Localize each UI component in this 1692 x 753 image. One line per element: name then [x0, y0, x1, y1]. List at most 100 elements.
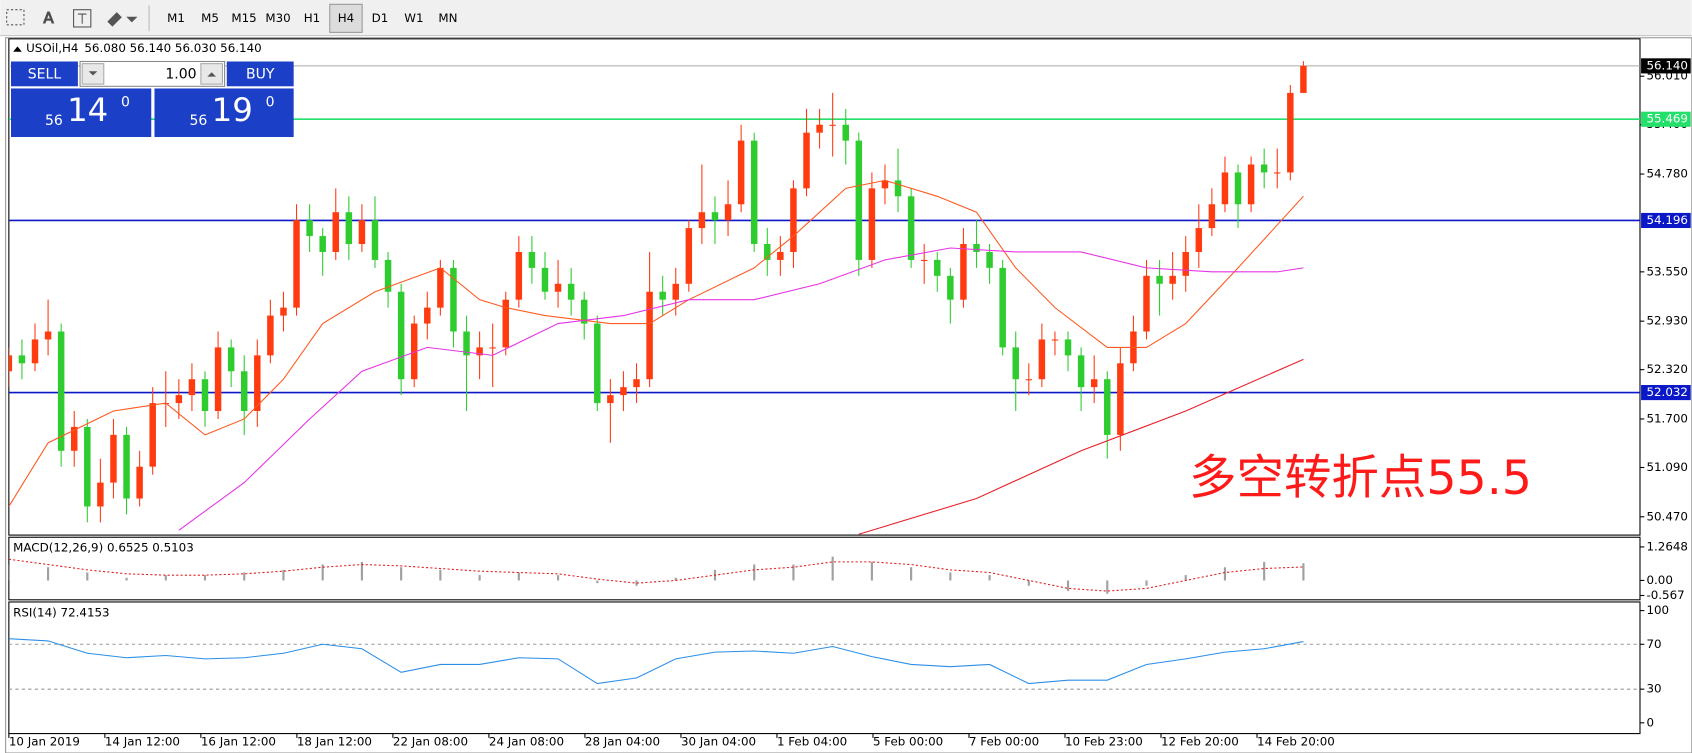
- y-tick-label: 52.320: [1646, 362, 1688, 376]
- level-label: 54.196: [1646, 213, 1688, 227]
- y-tick-label: 50.470: [1646, 509, 1688, 523]
- candle-body: [1104, 379, 1111, 435]
- rsi-title: RSI(14) 72.4153: [13, 605, 109, 619]
- candle-body: [476, 347, 483, 356]
- buy-label: BUY: [246, 66, 275, 82]
- rsi-tick-label: 30: [1646, 682, 1661, 696]
- annotation: 多空转折点55.5: [1189, 451, 1532, 506]
- candle-body: [254, 355, 261, 412]
- candle-body: [110, 434, 117, 483]
- sell-button[interactable]: [11, 61, 78, 87]
- candle-body: [358, 220, 366, 245]
- period-button[interactable]: M15: [231, 11, 256, 25]
- x-tick-label: 7 Feb 00:00: [969, 735, 1039, 749]
- candle-body: [554, 283, 562, 292]
- macd-tick-label: 1.2648: [1646, 539, 1688, 553]
- candle-body: [829, 124, 836, 126]
- candle-body: [620, 387, 627, 396]
- period-button[interactable]: H4: [338, 11, 354, 25]
- moving-average: [178, 247, 1304, 531]
- candle-body: [580, 299, 588, 324]
- candle-body: [1208, 204, 1216, 229]
- candle-body: [1195, 228, 1203, 252]
- header-symbol: USOil,H4: [26, 41, 78, 55]
- candle-body: [1287, 92, 1294, 173]
- y-tick-label: 51.090: [1646, 460, 1688, 474]
- period-active: [329, 3, 363, 33]
- bid-sup: 0: [121, 94, 130, 110]
- candle-body: [70, 426, 78, 451]
- moving-average: [8, 179, 1304, 507]
- macd-tick-label: 0.00: [1646, 573, 1672, 587]
- candle-body: [1064, 339, 1072, 356]
- level-label: 52.032: [1646, 385, 1688, 399]
- bid-box[interactable]: [11, 88, 152, 138]
- candle-body: [97, 482, 104, 507]
- x-tick-label: 12 Feb 20:00: [1161, 735, 1239, 749]
- candle-body: [450, 267, 457, 332]
- candle-body: [1025, 379, 1033, 381]
- candle-body: [633, 379, 640, 388]
- candle-body: [384, 259, 392, 292]
- x-tick-label: 30 Jan 04:00: [681, 735, 756, 749]
- candle-body: [84, 426, 91, 507]
- candle-body: [934, 259, 941, 276]
- candle-body: [397, 291, 405, 380]
- period-button[interactable]: W1: [404, 11, 423, 25]
- bid-main: 14: [67, 91, 108, 129]
- candle-body: [973, 244, 980, 252]
- level-tag: [1641, 385, 1691, 401]
- buy-button[interactable]: [226, 61, 294, 87]
- moving-average: [858, 358, 1304, 535]
- candle-body: [1156, 275, 1163, 284]
- x-tick-label: 22 Jan 08:00: [393, 735, 468, 749]
- macd-signal: [8, 558, 1304, 592]
- candle-body: [737, 140, 745, 205]
- candle-body: [1117, 363, 1124, 435]
- candle-body: [1247, 164, 1255, 205]
- x-tick-label: 10 Jan 2019: [9, 735, 80, 749]
- level-tag: [1641, 212, 1691, 229]
- rsi-panel: [8, 601, 1641, 735]
- period-button[interactable]: M5: [201, 11, 219, 25]
- candle-body: [541, 267, 549, 292]
- candle-body: [750, 140, 758, 245]
- candle-body: [123, 434, 130, 499]
- sell-label: SELL: [28, 66, 62, 82]
- candle-body: [214, 347, 222, 412]
- candle-body: [894, 180, 902, 197]
- period-button[interactable]: M30: [265, 11, 290, 25]
- candle-body: [1221, 172, 1229, 205]
- rsi-line: [8, 638, 1304, 685]
- period-button[interactable]: H1: [304, 11, 320, 25]
- x-tick-label: 18 Jan 12:00: [297, 735, 372, 749]
- period-button[interactable]: MN: [438, 11, 457, 25]
- trade-panel: SELL 1.00 BUY 56 14 0 56 19 0: [11, 60, 294, 138]
- x-tick-label: 24 Jan 08:00: [489, 735, 564, 749]
- candle-body: [306, 220, 313, 237]
- candle-body: [1300, 65, 1307, 93]
- macd-panel: [8, 536, 1641, 601]
- x-tick-label: 5 Feb 00:00: [873, 735, 943, 749]
- candle-body: [57, 331, 65, 451]
- x-tick-label: 1 Feb 04:00: [777, 735, 847, 749]
- ask-box[interactable]: [154, 88, 294, 138]
- candle-body: [136, 466, 143, 499]
- toolbar: [0, 0, 1692, 36]
- candle-body: [724, 204, 732, 221]
- candle-body: [1274, 172, 1281, 174]
- candle-body: [1038, 339, 1046, 380]
- candle-body: [685, 228, 693, 284]
- ask-sup: 0: [266, 94, 275, 110]
- period-button[interactable]: M1: [167, 11, 185, 25]
- header-icon: [13, 46, 22, 52]
- candle-body: [44, 331, 52, 340]
- period-button[interactable]: D1: [372, 11, 389, 25]
- svg-text:A: A: [43, 9, 54, 27]
- candle-body: [240, 371, 248, 412]
- macd-title: MACD(12,26,9) 0.6525 0.5103: [13, 541, 194, 555]
- rsi-tick-label: 100: [1646, 603, 1669, 617]
- level-tag: [1641, 111, 1691, 127]
- candle-body: [175, 395, 183, 404]
- candle-body: [8, 355, 13, 372]
